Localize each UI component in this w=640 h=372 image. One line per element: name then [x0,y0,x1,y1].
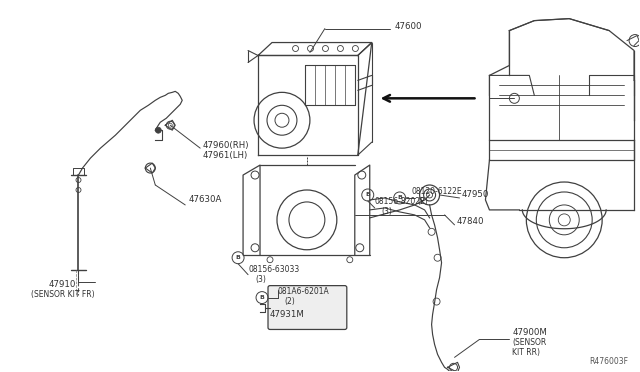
Text: R476003F: R476003F [589,357,628,366]
Text: 08120-6122E: 08120-6122E [412,187,462,196]
Circle shape [156,127,161,133]
Text: 47961(LH): 47961(LH) [202,151,248,160]
Text: B: B [236,255,241,260]
Text: B: B [260,295,264,300]
Text: 47630A: 47630A [188,195,221,205]
Text: 081A6-6201A: 081A6-6201A [278,287,330,296]
Text: (SENSOR KIT FR): (SENSOR KIT FR) [31,290,94,299]
Text: 08156-8202F: 08156-8202F [375,198,425,206]
Text: (2): (2) [418,198,428,206]
Text: (SENSOR: (SENSOR [513,338,547,347]
Text: 47960(RH): 47960(RH) [202,141,249,150]
Text: (3): (3) [381,208,392,217]
Text: 47600: 47600 [395,22,422,31]
Text: (3): (3) [255,275,266,284]
Text: 47931M: 47931M [270,310,305,319]
Text: KIT RR): KIT RR) [513,348,540,357]
Text: 47900M: 47900M [513,328,547,337]
Text: (2): (2) [284,297,294,306]
Text: 47840: 47840 [456,217,484,227]
Text: B: B [365,192,370,198]
Text: 08156-63033: 08156-63033 [248,265,300,274]
FancyBboxPatch shape [268,286,347,330]
Text: B: B [397,195,402,201]
Text: 47910: 47910 [49,280,76,289]
Text: 47950: 47950 [461,190,489,199]
